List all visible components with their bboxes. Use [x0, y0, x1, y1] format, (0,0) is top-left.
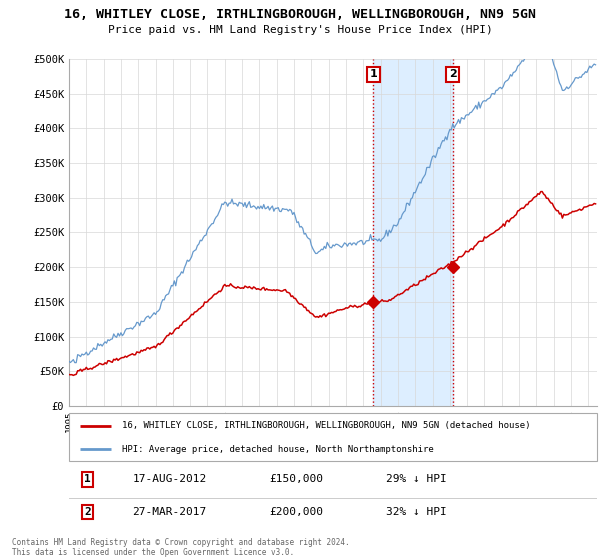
Text: 27-MAR-2017: 27-MAR-2017	[133, 507, 206, 517]
Text: 32% ↓ HPI: 32% ↓ HPI	[386, 507, 446, 517]
Text: £200,000: £200,000	[269, 507, 323, 517]
FancyBboxPatch shape	[69, 413, 597, 461]
Text: 2: 2	[84, 507, 91, 517]
Text: Price paid vs. HM Land Registry's House Price Index (HPI): Price paid vs. HM Land Registry's House …	[107, 25, 493, 35]
Bar	[373, 59, 453, 406]
Text: 16, WHITLEY CLOSE, IRTHLINGBOROUGH, WELLINGBOROUGH, NN9 5GN (detached house): 16, WHITLEY CLOSE, IRTHLINGBOROUGH, WELL…	[122, 421, 530, 430]
Text: HPI: Average price, detached house, North Northamptonshire: HPI: Average price, detached house, Nort…	[122, 445, 434, 454]
Text: 1: 1	[84, 474, 91, 484]
Text: 17-AUG-2012: 17-AUG-2012	[133, 474, 206, 484]
Text: Contains HM Land Registry data © Crown copyright and database right 2024.
This d: Contains HM Land Registry data © Crown c…	[12, 538, 350, 557]
Text: 1: 1	[370, 69, 377, 80]
Text: 16, WHITLEY CLOSE, IRTHLINGBOROUGH, WELLINGBOROUGH, NN9 5GN: 16, WHITLEY CLOSE, IRTHLINGBOROUGH, WELL…	[64, 8, 536, 21]
Text: £150,000: £150,000	[269, 474, 323, 484]
Text: 2: 2	[449, 69, 457, 80]
Text: 29% ↓ HPI: 29% ↓ HPI	[386, 474, 446, 484]
